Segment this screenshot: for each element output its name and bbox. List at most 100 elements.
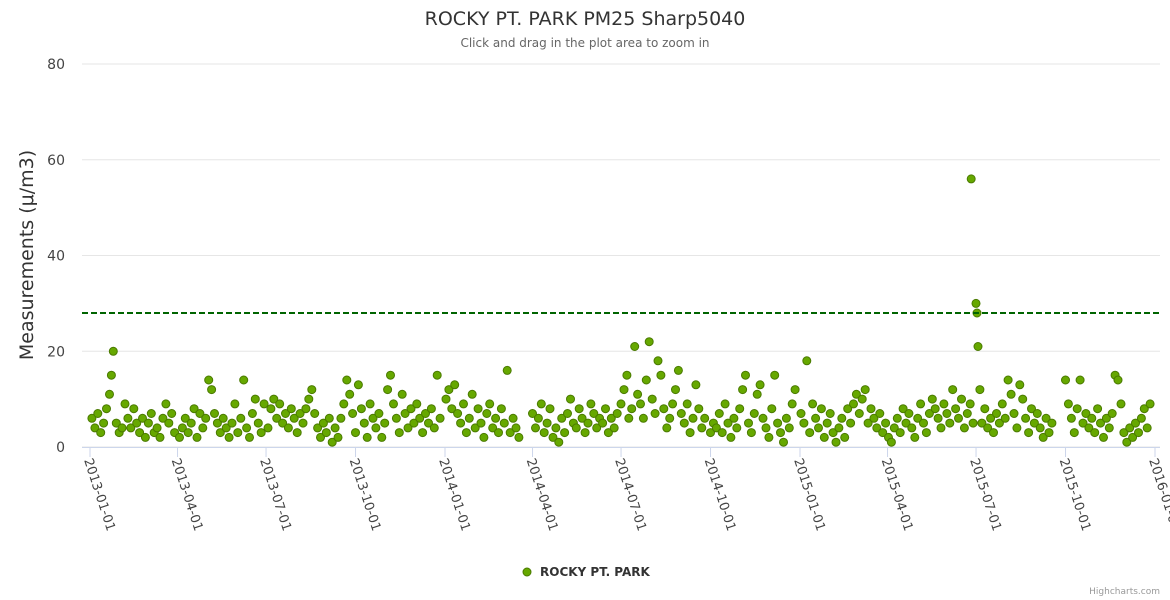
highcharts-credit[interactable]: Highcharts.com [1089, 587, 1160, 597]
data-point[interactable] [997, 399, 1007, 409]
data-point[interactable] [919, 418, 928, 428]
data-point[interactable] [426, 404, 436, 414]
data-point[interactable] [551, 423, 561, 433]
data-point[interactable] [180, 413, 190, 423]
data-point[interactable] [1101, 413, 1111, 423]
data-point[interactable] [207, 385, 217, 395]
data-point[interactable] [307, 385, 317, 395]
data-point[interactable] [117, 423, 127, 433]
data-point[interactable] [580, 428, 590, 438]
data-point[interactable] [942, 409, 952, 418]
data-point[interactable] [924, 409, 934, 418]
data-point[interactable] [612, 409, 622, 418]
data-point[interactable] [592, 423, 602, 433]
data-point[interactable] [650, 409, 660, 418]
data-point[interactable] [204, 375, 214, 385]
data-point[interactable] [571, 423, 581, 433]
data-point[interactable] [983, 423, 993, 433]
data-point[interactable] [511, 423, 521, 433]
data-point[interactable] [1029, 418, 1039, 428]
data-point[interactable] [464, 413, 474, 423]
data-point[interactable] [374, 409, 384, 418]
data-point[interactable] [1003, 375, 1013, 385]
data-point[interactable] [563, 409, 572, 418]
data-point[interactable] [892, 413, 902, 423]
data-point[interactable] [945, 418, 955, 428]
data-point[interactable] [723, 418, 733, 428]
data-point[interactable] [619, 385, 629, 395]
data-point[interactable] [854, 409, 864, 418]
data-point[interactable] [577, 413, 587, 423]
data-point[interactable] [729, 413, 739, 423]
data-point[interactable] [1113, 375, 1123, 385]
data-point[interactable] [586, 399, 596, 409]
data-point[interactable] [814, 423, 823, 433]
data-point[interactable] [889, 423, 899, 433]
data-point[interactable] [548, 432, 558, 442]
data-point[interactable] [263, 423, 273, 433]
data-point[interactable] [247, 409, 257, 418]
data-point[interactable] [589, 409, 599, 418]
data-point[interactable] [96, 428, 106, 438]
data-point[interactable] [583, 418, 593, 428]
data-point[interactable] [738, 385, 748, 395]
data-point[interactable] [342, 375, 352, 385]
data-point[interactable] [644, 337, 654, 347]
data-point[interactable] [212, 418, 222, 428]
legend[interactable]: ROCKY PT. PARK [522, 565, 651, 579]
data-point[interactable] [694, 404, 704, 414]
data-point[interactable] [499, 418, 509, 428]
data-point[interactable] [310, 409, 320, 418]
data-point[interactable] [189, 404, 199, 414]
data-point[interactable] [849, 399, 858, 409]
data-point[interactable] [195, 409, 205, 418]
data-point[interactable] [289, 413, 299, 423]
data-point[interactable] [453, 409, 463, 418]
data-point[interactable] [679, 418, 689, 428]
data-point[interactable] [1066, 413, 1076, 423]
data-point[interactable] [936, 423, 946, 433]
data-point[interactable] [391, 413, 401, 423]
data-point[interactable] [123, 413, 133, 423]
data-point[interactable] [673, 365, 683, 375]
data-point[interactable] [609, 423, 619, 433]
data-point[interactable] [668, 399, 678, 409]
data-point[interactable] [230, 399, 240, 409]
data-point[interactable] [878, 428, 888, 438]
data-point[interactable] [863, 418, 873, 428]
data-point[interactable] [767, 404, 777, 414]
data-point[interactable] [968, 418, 978, 428]
data-point[interactable] [377, 432, 387, 442]
data-point[interactable] [691, 380, 701, 390]
data-point[interactable] [177, 423, 187, 433]
data-point[interactable] [799, 418, 809, 428]
data-point[interactable] [622, 370, 632, 380]
data-point[interactable] [822, 418, 832, 428]
data-point[interactable] [846, 418, 856, 428]
data-point[interactable] [560, 428, 570, 438]
data-point[interactable] [1032, 409, 1042, 418]
data-point[interactable] [907, 423, 917, 433]
data-point[interactable] [989, 428, 998, 438]
data-point[interactable] [245, 432, 254, 442]
data-point[interactable] [327, 437, 337, 447]
data-point[interactable] [269, 394, 279, 404]
data-point[interactable] [1018, 394, 1028, 404]
data-point[interactable] [164, 418, 174, 428]
data-point[interactable] [126, 423, 136, 433]
data-point[interactable] [796, 409, 806, 418]
data-point[interactable] [450, 380, 460, 390]
data-point[interactable] [1087, 413, 1097, 423]
data-point[interactable] [1012, 423, 1022, 433]
data-point[interactable] [93, 409, 103, 418]
data-point[interactable] [603, 428, 613, 438]
data-point[interactable] [606, 413, 616, 423]
data-point[interactable] [473, 404, 483, 414]
data-point[interactable] [910, 432, 920, 442]
data-point[interactable] [834, 423, 844, 433]
data-point[interactable] [336, 413, 346, 423]
data-point[interactable] [977, 418, 987, 428]
data-point[interactable] [857, 394, 867, 404]
data-point[interactable] [459, 399, 468, 409]
